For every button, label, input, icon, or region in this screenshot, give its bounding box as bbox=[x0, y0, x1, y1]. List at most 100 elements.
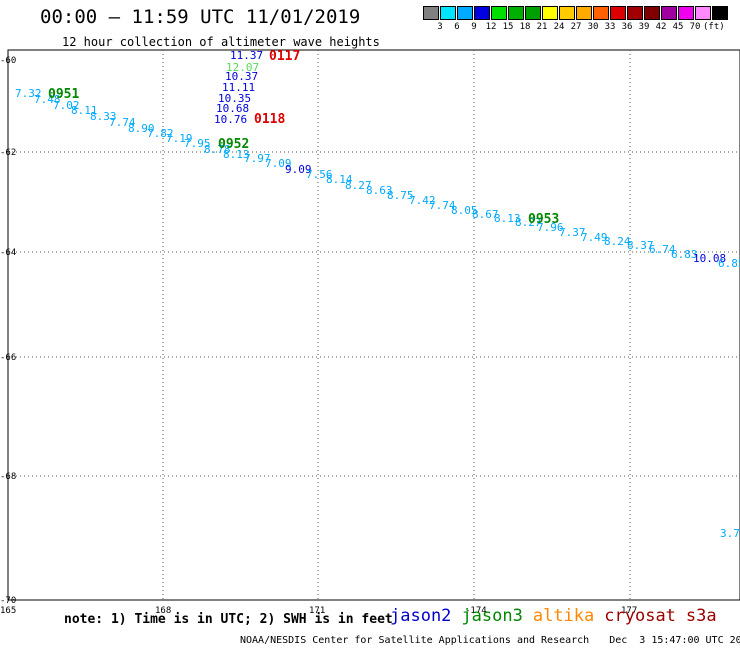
legend-swatch bbox=[525, 6, 541, 20]
legend-label: 45 bbox=[672, 22, 684, 32]
legend-unit: (ft) bbox=[703, 22, 725, 32]
longitude-label: 171 bbox=[309, 606, 325, 616]
wave-height-label: 10.08 bbox=[693, 252, 726, 265]
wave-height-label: 12.07 bbox=[226, 61, 259, 74]
wave-height-label: 8.33 bbox=[90, 110, 117, 123]
pass-time-label: 0118 bbox=[254, 112, 285, 127]
wave-height-label: 9.09 bbox=[285, 163, 312, 176]
pass-time-label: 0117 bbox=[269, 49, 300, 64]
legend-swatch bbox=[627, 6, 643, 20]
legend-swatch bbox=[678, 6, 694, 20]
wave-height-label: 7.09 bbox=[265, 157, 292, 170]
pass-time-label: 0952 bbox=[218, 137, 249, 152]
legend-label: 24 bbox=[553, 22, 565, 32]
legend-label: 27 bbox=[570, 22, 582, 32]
wave-height-label: 7.74 bbox=[109, 116, 136, 129]
legend-swatch bbox=[491, 6, 507, 20]
legend-swatch bbox=[661, 6, 677, 20]
wave-height-label: 7.32 bbox=[15, 87, 42, 100]
altimeter-track-labels: 7.327.487.028.118.337.748.907.827.197.95… bbox=[15, 49, 740, 540]
wave-height-label: 7.74 bbox=[429, 199, 456, 212]
credit-text: NOAA/NESDIS Center for Satellite Applica… bbox=[240, 635, 590, 646]
units-note: note: 1) Time is in UTC; 2) SWH is in fe… bbox=[64, 612, 393, 627]
longitude-label: 168 bbox=[155, 606, 171, 616]
legend-label: 21 bbox=[536, 22, 548, 32]
legend-label: 6 bbox=[454, 22, 460, 32]
legend-swatch bbox=[423, 6, 439, 20]
legend-label: 33 bbox=[604, 22, 616, 32]
latitude-label: -68 bbox=[0, 472, 16, 482]
legend-label: 3 bbox=[437, 22, 443, 32]
satellite-jason3: jason3 bbox=[461, 606, 523, 626]
latitude-label: -60 bbox=[0, 56, 16, 66]
wave-height-label: 7.95 bbox=[184, 137, 211, 150]
legend-label: 30 bbox=[587, 22, 599, 32]
map-grid bbox=[7, 49, 740, 601]
wave-height-label: 7.02 bbox=[53, 99, 80, 112]
satellite-key: jason2 jason3 altika cryosat s3a bbox=[390, 606, 727, 626]
wave-height-label: 10.35 bbox=[218, 92, 251, 105]
wave-height-label: 8.78 bbox=[204, 143, 231, 156]
satellite-jason2: jason2 bbox=[390, 606, 452, 626]
legend-swatch bbox=[576, 6, 592, 20]
legend-swatch bbox=[457, 6, 473, 20]
wave-height-label: 8.90 bbox=[128, 122, 155, 135]
pass-time-labels: 0951 0952 0953 0117 0118 bbox=[48, 49, 559, 227]
satellite-cryosat: cryosat bbox=[604, 606, 676, 626]
wave-height-label: 8.13 bbox=[223, 148, 250, 161]
wave-height-label: 8.05 bbox=[451, 204, 478, 217]
longitude-label: -174 bbox=[465, 606, 487, 616]
wave-height-label: 6.83 bbox=[671, 248, 698, 261]
wave-height-label: 7.97 bbox=[244, 152, 271, 165]
legend-swatch bbox=[712, 6, 728, 20]
legend-swatch bbox=[559, 6, 575, 20]
legend-label: 9 bbox=[471, 22, 477, 32]
wave-height-label: 7.19 bbox=[166, 132, 193, 145]
color-legend: 3 6 9 12 15 18 21 24 27 30 33 36 39 42 45 70 (ft) bbox=[423, 6, 728, 36]
latitude-label: -66 bbox=[0, 353, 16, 363]
legend-swatch bbox=[474, 6, 490, 20]
wave-height-label: 10.76 bbox=[214, 113, 247, 126]
legend-label: 39 bbox=[638, 22, 650, 32]
legend-swatch bbox=[542, 6, 558, 20]
wave-height-label: 8.13 bbox=[494, 212, 521, 225]
credit-line: NOAA/NESDIS Center for Satellite Applica… bbox=[240, 635, 740, 646]
satellite-s3a: s3a bbox=[685, 606, 717, 626]
generated-timestamp: Dec 3 15:47:00 UTC 2019 bbox=[609, 635, 740, 646]
latitude-label: -62 bbox=[0, 148, 16, 158]
wave-height-label: 8.37 bbox=[627, 239, 654, 252]
latitude-label: -64 bbox=[0, 248, 16, 258]
legend-swatch bbox=[508, 6, 524, 20]
latitude-label: -70 bbox=[0, 596, 16, 606]
wave-height-label: 7.42 bbox=[409, 194, 436, 207]
wave-height-label: 6.85 bbox=[718, 257, 740, 270]
wave-height-label: 7.82 bbox=[147, 127, 174, 140]
wave-height-label: 8.67 bbox=[472, 208, 499, 221]
wave-height-label: 7.96 bbox=[537, 221, 564, 234]
longitude-labels: 165 168 171 -174 177 bbox=[0, 606, 637, 616]
legend-swatch bbox=[440, 6, 456, 20]
legend-swatch bbox=[644, 6, 660, 20]
wave-height-label: 7.56 bbox=[306, 168, 333, 181]
legend-label: 36 bbox=[621, 22, 633, 32]
wave-height-label: 8.63 bbox=[366, 184, 393, 197]
wave-height-label: 7.49 bbox=[581, 231, 608, 244]
wave-height-label: 8.11 bbox=[71, 104, 98, 117]
map-frame bbox=[7, 49, 740, 601]
longitude-label: 165 bbox=[0, 606, 16, 616]
longitude-label: 177 bbox=[621, 606, 637, 616]
wave-height-label: 10.68 bbox=[216, 102, 249, 115]
wave-height-label: 7.48 bbox=[34, 93, 61, 106]
map-subtitle: 12 hour collection of altimeter wave hei… bbox=[62, 35, 380, 49]
wave-height-label: 8.27 bbox=[515, 216, 542, 229]
pass-time-label: 0951 bbox=[48, 87, 79, 102]
legend-label: 42 bbox=[655, 22, 667, 32]
legend-label: 18 bbox=[519, 22, 531, 32]
wave-height-label: 6.74 bbox=[649, 243, 676, 256]
legend-label: 12 bbox=[485, 22, 497, 32]
satellite-altika: altika bbox=[532, 606, 595, 626]
legend-label: 15 bbox=[502, 22, 514, 32]
wave-height-label: 7.37 bbox=[559, 226, 586, 239]
wave-height-label: 11.11 bbox=[222, 81, 255, 94]
